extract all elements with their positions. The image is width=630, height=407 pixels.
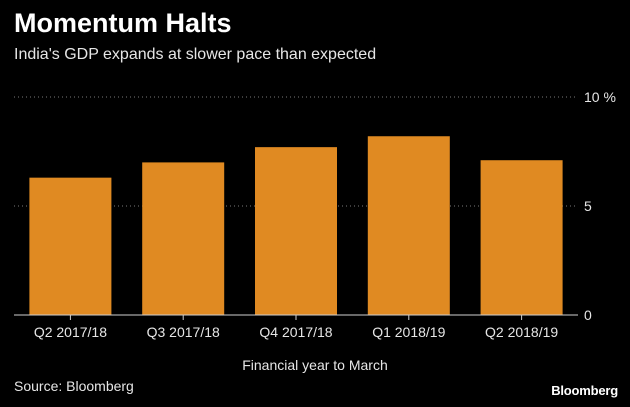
y-tick-label-2: 10 %: [584, 89, 616, 105]
source-note: Source: Bloomberg: [14, 378, 134, 394]
x-axis-label: Financial year to March: [242, 357, 388, 373]
y-tick-label-1: 5: [584, 198, 592, 214]
bar-3: [367, 136, 450, 315]
bar-2: [255, 147, 337, 315]
chart-subtitle: India's GDP expands at slower pace than …: [14, 46, 377, 63]
chart-title: Momentum Halts: [14, 8, 232, 38]
x-tick-label-2: Q4 2017/18: [259, 324, 332, 340]
x-tick-label-1: Q3 2017/18: [147, 324, 220, 340]
x-tick-label-3: Q1 2018/19: [372, 324, 445, 340]
bar-0: [29, 177, 112, 315]
x-tick-label-4: Q2 2018/19: [485, 324, 558, 340]
y-tick-label-0: 0: [584, 307, 592, 323]
bar-1: [142, 162, 225, 315]
bar-4: [480, 160, 563, 315]
bloomberg-logo: Bloomberg: [551, 383, 618, 398]
x-tick-label-0: Q2 2017/18: [34, 324, 107, 340]
